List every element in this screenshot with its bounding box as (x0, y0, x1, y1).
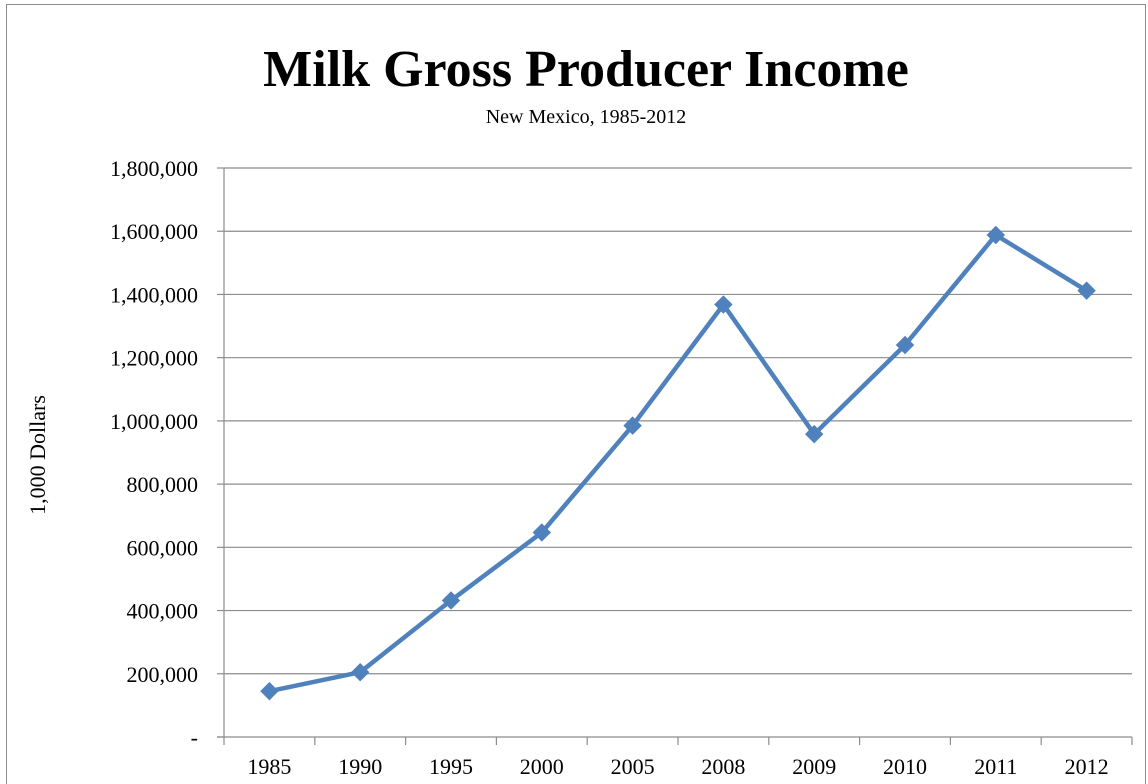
data-point-marker (623, 416, 642, 435)
data-point-marker (532, 523, 552, 542)
data-point-marker (986, 225, 1006, 245)
y-tick-label: 200,000 (127, 662, 199, 687)
y-tick-labels: - 200,000 400,000 600,000 800,000 1,000,000 1,… (110, 156, 198, 750)
x-tick-label: 2012 (1065, 754, 1109, 779)
data-point-marker (260, 681, 279, 701)
y-tick-label: 1,000,000 (110, 409, 198, 434)
y-tick-label: - (191, 725, 198, 750)
series-line (267, 232, 1089, 694)
data-point-marker (804, 424, 824, 444)
data-point-marker (350, 662, 370, 682)
x-tick-label: 1995 (429, 754, 473, 779)
x-tick-label: 2011 (974, 754, 1017, 779)
x-tick-label: 2000 (520, 754, 564, 779)
axes (217, 167, 1133, 745)
chart-area (6, 4, 1146, 784)
x-tick-label: 2008 (701, 754, 745, 779)
x-tick-label: 2009 (792, 754, 836, 779)
data-point-marker (1077, 281, 1096, 300)
data-point-marker (714, 295, 733, 314)
chart-title: Milk Gross Producer Income (263, 41, 909, 98)
x-tick-labels: 1985 1990 1995 2000 2005 2008 2009 2010 2011 2012 (247, 754, 1108, 779)
data-point-marker (895, 335, 915, 355)
x-tick-label: 2010 (883, 754, 927, 779)
x-tick-label: 2005 (611, 754, 655, 779)
y-tick-label: 1,800,000 (110, 156, 198, 181)
gridlines (224, 167, 1132, 675)
series-group (260, 225, 1096, 701)
x-tick-label: 1985 (247, 754, 291, 779)
x-tick-label: 1990 (338, 754, 382, 779)
y-tick-label: 1,600,000 (110, 219, 198, 244)
chart-subtitle: New Mexico, 1985-2012 (486, 106, 687, 128)
y-tick-label: 1,200,000 (110, 346, 198, 371)
data-point-marker (441, 591, 461, 610)
y-tick-label: 1,400,000 (110, 282, 198, 307)
y-axis-label: 1,000 Dollars (25, 395, 50, 515)
y-tick-label: 600,000 (127, 535, 199, 560)
y-tick-label: 800,000 (127, 472, 199, 497)
y-tick-label: 400,000 (127, 599, 199, 624)
